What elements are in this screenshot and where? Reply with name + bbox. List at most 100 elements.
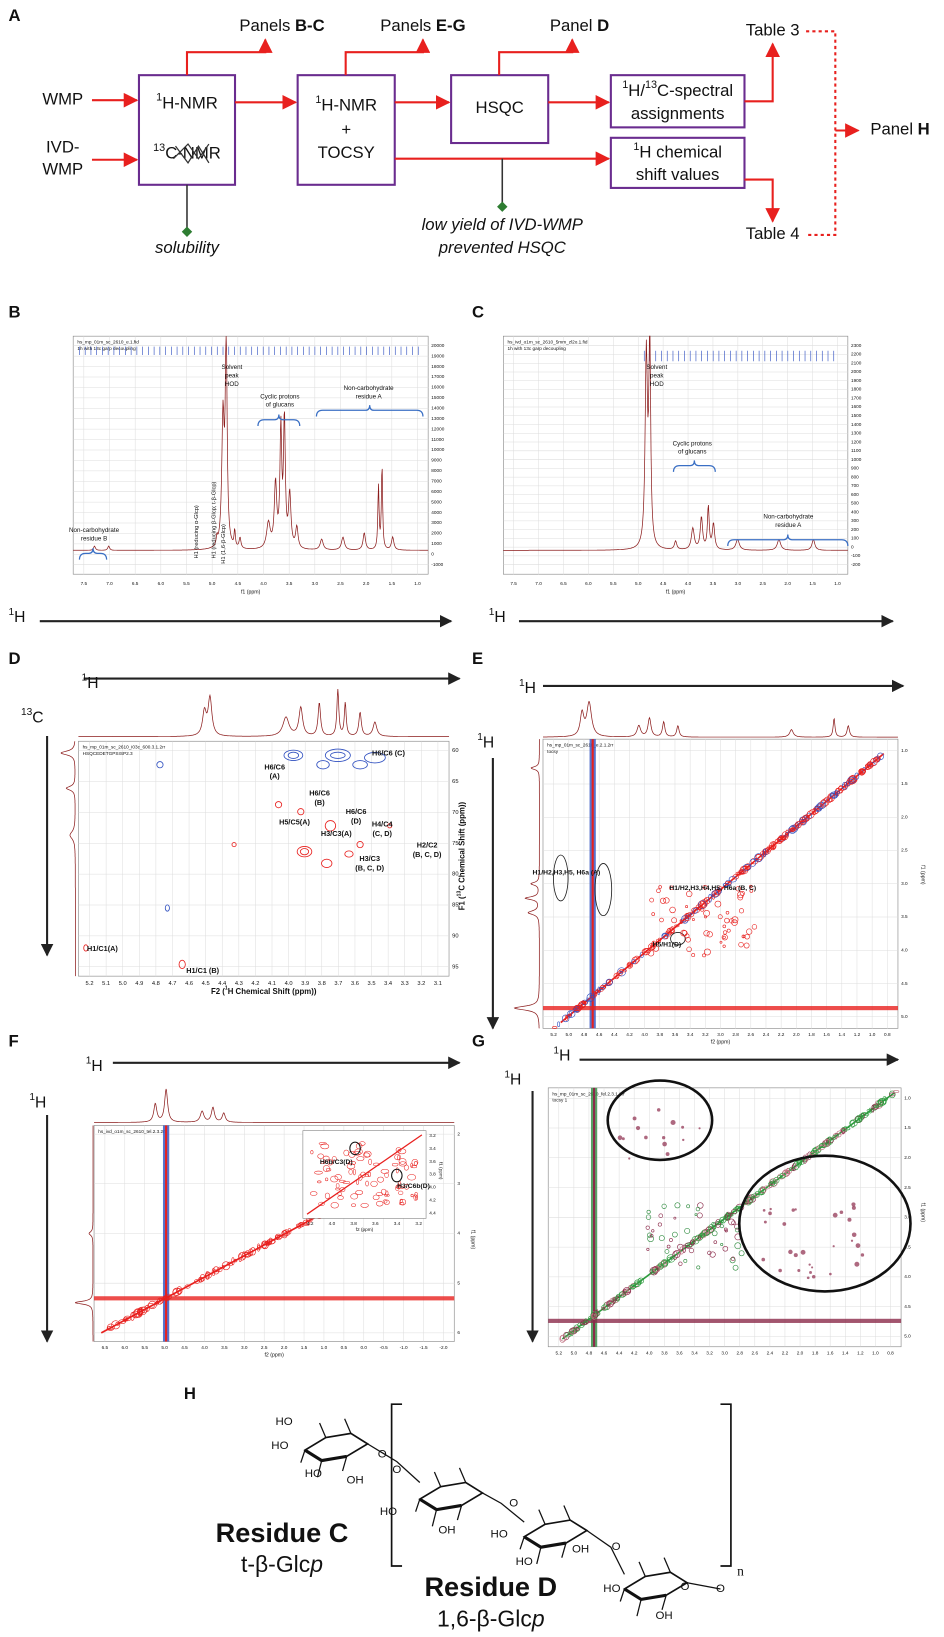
annotation: H2/C2 bbox=[417, 841, 438, 850]
contour bbox=[889, 1092, 896, 1097]
y-tick-label: 4.5 bbox=[904, 1304, 911, 1309]
text-part: 1 bbox=[489, 606, 495, 617]
plot-frame bbox=[72, 335, 429, 575]
text-part: 1 bbox=[315, 94, 321, 106]
inset-x-tick-label: 3.4 bbox=[394, 1221, 401, 1226]
panel-label: E bbox=[472, 649, 483, 668]
contour bbox=[131, 1310, 140, 1319]
x-tick-label: 1.2 bbox=[857, 1350, 864, 1355]
cross-peak bbox=[851, 1232, 857, 1238]
x-tick-label: 1.5 bbox=[389, 581, 396, 586]
cross-peak bbox=[851, 1205, 856, 1210]
annotation: (C, D) bbox=[372, 829, 392, 838]
residue-name: Residue C bbox=[216, 1517, 349, 1548]
process-box bbox=[137, 74, 237, 186]
y-tick-label: 3.5 bbox=[901, 914, 908, 919]
x-tick-label: 6.5 bbox=[102, 1345, 109, 1350]
contour bbox=[296, 846, 313, 858]
note-text: prevented HSQC bbox=[438, 238, 567, 257]
x-tick-label: 1.0 bbox=[414, 581, 421, 586]
bond bbox=[415, 1498, 421, 1512]
text-part: Panels bbox=[239, 17, 295, 36]
atom-label: O bbox=[612, 1541, 621, 1553]
spectrum-trace bbox=[73, 336, 429, 551]
cross-peak bbox=[782, 1222, 787, 1226]
cross-peak bbox=[851, 1202, 856, 1207]
text-part: E-G bbox=[436, 17, 466, 36]
contour bbox=[666, 1254, 676, 1263]
contour bbox=[147, 1303, 155, 1309]
spectrum-trace bbox=[513, 739, 540, 1029]
x-tick-label: 3.0 bbox=[241, 1345, 248, 1350]
contour bbox=[704, 1229, 710, 1235]
cross-peak bbox=[691, 918, 695, 921]
contour bbox=[662, 933, 669, 937]
cross-peak bbox=[847, 1217, 852, 1222]
cross-peak bbox=[729, 1257, 736, 1264]
annotation: Non-carbohydrate bbox=[763, 513, 814, 520]
axis-arrow-label: 13C bbox=[21, 707, 44, 727]
x-tick-label: 0.8 bbox=[887, 1350, 894, 1355]
vertical-label: H1 (reducing α-Glcp) bbox=[194, 505, 200, 558]
contour bbox=[250, 1247, 256, 1256]
spectrum-header: tocsy 1 bbox=[552, 1098, 567, 1103]
cross-peak bbox=[680, 929, 688, 937]
x-tick-label: 4.4 bbox=[616, 1350, 623, 1355]
y-tick-label: 800 bbox=[851, 474, 859, 479]
cross-peak bbox=[800, 1249, 806, 1255]
annotation: H6/C6 bbox=[309, 788, 330, 797]
annotation: residue A bbox=[356, 393, 383, 400]
y-tick-label: 2100 bbox=[851, 360, 862, 365]
contour bbox=[414, 1192, 418, 1198]
contour bbox=[666, 927, 675, 935]
contour bbox=[832, 1135, 836, 1141]
contour bbox=[364, 752, 386, 764]
inset-y-tick-label: 3.2 bbox=[429, 1133, 436, 1138]
contour bbox=[410, 1193, 414, 1198]
axis-arrow-label: 1H bbox=[489, 606, 506, 626]
annotation: H1/H2,H3,H5, H6a (A) bbox=[533, 870, 601, 877]
contour bbox=[217, 1266, 223, 1273]
spectrum-trace bbox=[78, 689, 450, 738]
panel-label: F bbox=[8, 1031, 18, 1050]
output-label: Panel H bbox=[870, 120, 929, 139]
contour bbox=[731, 1209, 738, 1214]
y-tick-label: 19000 bbox=[431, 353, 444, 358]
cross-peak bbox=[730, 1256, 736, 1262]
contour bbox=[878, 1099, 885, 1106]
text-part: 1 bbox=[225, 986, 228, 992]
cross-peak bbox=[793, 1253, 798, 1258]
y-tick-label: 8000 bbox=[431, 468, 442, 473]
contour bbox=[578, 1001, 586, 1009]
cross-peak bbox=[723, 930, 728, 935]
x-tick-label: 6.5 bbox=[132, 581, 139, 586]
cross-peak bbox=[769, 1207, 772, 1211]
highlight bbox=[349, 1141, 361, 1156]
contour bbox=[749, 858, 757, 867]
contour bbox=[809, 1152, 815, 1156]
y-tick-label: 5.0 bbox=[901, 1014, 908, 1019]
contour bbox=[732, 874, 739, 880]
cross-peak bbox=[621, 1137, 625, 1141]
x-tick-label: -2.0 bbox=[439, 1345, 447, 1350]
x-tick-label: 4.0 bbox=[685, 581, 692, 586]
contour bbox=[164, 904, 170, 912]
text-part: Panel bbox=[550, 17, 597, 36]
inset-y-tick-label: 3.4 bbox=[429, 1146, 436, 1151]
contour bbox=[123, 1318, 127, 1322]
y-tick-label: 2000 bbox=[431, 531, 442, 536]
contour bbox=[815, 803, 823, 812]
contour bbox=[337, 1191, 342, 1196]
cross-peak bbox=[646, 1209, 651, 1214]
contour bbox=[352, 1150, 362, 1156]
panel-label: H bbox=[184, 1384, 196, 1403]
text-part: H/ bbox=[628, 81, 645, 100]
cross-peak bbox=[797, 1269, 801, 1273]
contour bbox=[358, 1174, 363, 1181]
cross-peak bbox=[738, 1250, 745, 1257]
brace bbox=[257, 414, 301, 426]
y-tick-label: 1000 bbox=[851, 457, 862, 462]
x-tick-label: 2.6 bbox=[752, 1350, 759, 1355]
